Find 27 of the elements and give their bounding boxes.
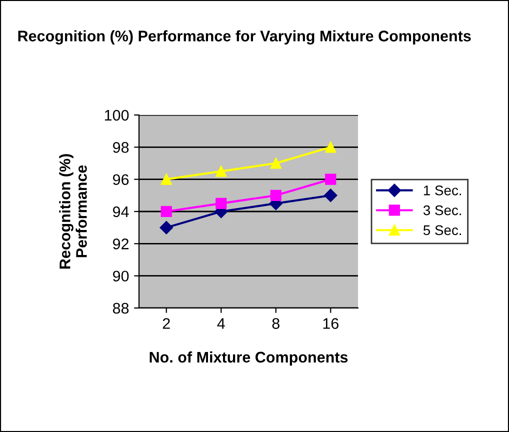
point [270,158,282,169]
chart-title: Recognition (%) Performance for Varying Mixture Components [18,30,471,45]
legend-label: 1 Sec. [424,186,462,196]
point [160,220,173,234]
y-tick-label: 96 [113,174,129,186]
x-axis-title: No. of Mixture Components [150,351,348,366]
point [325,174,336,185]
x-tick-label: 4 [217,318,225,329]
y-tick-label: 90 [113,270,129,282]
y-tick-label: 98 [113,142,129,153]
y-tick-label: 92 [113,238,129,250]
y-tick-label: 88 [112,302,129,314]
point [216,166,227,177]
point [160,206,172,218]
point [324,188,338,202]
x-tick-label: 16 [323,318,338,329]
legend-label: 5 Sec. [423,225,462,236]
y-tick-label: 100 [104,110,129,121]
point [270,190,282,201]
x-tick-label: 2 [162,318,170,329]
y-tick-label: 94 [113,206,129,218]
point [216,198,227,210]
point [160,174,172,185]
x-tick-label: 8 [272,318,280,329]
legend-label: 3 Sec. [423,205,462,216]
y-axis-title: Recognition (%) Performance [59,154,87,269]
point [325,142,336,153]
